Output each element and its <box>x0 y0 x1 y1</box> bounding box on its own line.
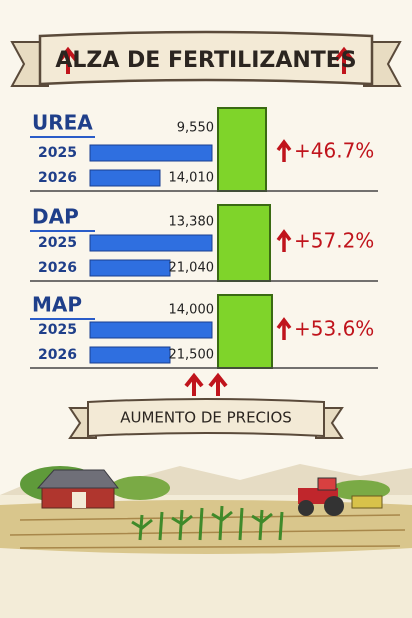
product-name: UREA <box>32 111 93 135</box>
up-arrow-icon <box>276 139 292 162</box>
year-label: 2025 <box>38 322 77 338</box>
up-arrow-icon <box>58 46 78 74</box>
footer-banner-text: AUMENTO DE PRECIOS <box>120 409 292 427</box>
up-arrow-icon <box>334 46 354 74</box>
price-bar <box>89 321 213 339</box>
percent-change: +57.2% <box>294 229 374 253</box>
year-label: 2026 <box>38 260 77 276</box>
percent-change: +46.7% <box>294 139 374 163</box>
price-value: 14,010 <box>169 171 215 186</box>
year-label: 2025 <box>38 235 77 251</box>
price-bar <box>89 169 161 187</box>
price-value: 21,040 <box>169 261 215 276</box>
product-sections: UREA 2025 9,550 2026 14,010 +46.7% DAP 2025 13,3… <box>30 107 378 369</box>
green-block <box>217 204 271 282</box>
percent-change: +53.6% <box>294 317 374 341</box>
product-name: MAP <box>32 293 82 317</box>
up-arrow-icon <box>276 229 292 252</box>
footer-banner <box>87 398 325 438</box>
year-label: 2026 <box>38 170 77 186</box>
price-bar <box>89 144 213 162</box>
up-arrow-icon <box>208 372 228 396</box>
price-bar <box>89 259 171 277</box>
price-value: 21,500 <box>169 348 215 363</box>
green-block <box>217 107 267 192</box>
up-arrow-icon <box>184 372 204 396</box>
price-value: 14,000 <box>169 303 215 318</box>
price-bar <box>89 346 171 364</box>
up-arrow-icon <box>276 317 292 340</box>
title: ALZA DE FERTILIZANTES <box>55 48 356 73</box>
price-value: 9,550 <box>177 121 214 136</box>
title-banner <box>38 30 374 86</box>
product-name: DAP <box>32 205 79 229</box>
price-value: 13,380 <box>169 215 215 230</box>
year-label: 2026 <box>38 347 77 363</box>
year-label: 2025 <box>38 145 77 161</box>
green-block <box>217 294 273 369</box>
price-bar <box>89 234 213 252</box>
landscape <box>0 464 412 618</box>
